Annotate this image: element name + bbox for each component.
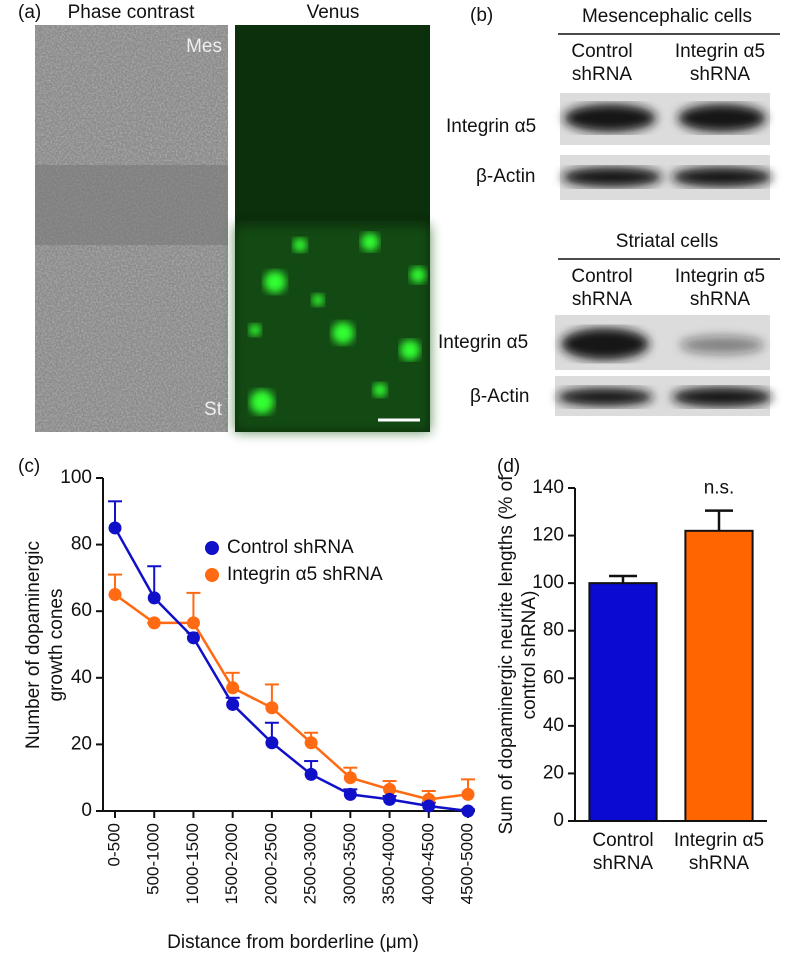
y-tick-label: 0 [81,800,92,821]
x-tick-label: 3000-3500 [340,823,359,904]
y-tick-label: 60 [71,600,92,621]
data-point [147,616,161,630]
x-tick-label: 1500-2000 [222,823,241,904]
data-point [422,799,436,813]
region-label: St [204,399,223,420]
data-point [265,701,279,715]
panel-label: (d) [497,456,520,477]
row-label: β-Actin [476,166,536,187]
panel-label: (b) [470,5,493,26]
data-point [147,591,161,605]
data-point [108,521,122,535]
image-title: Phase contrast [68,2,195,23]
data-point [461,787,475,801]
image-title: Venus [307,2,360,23]
lane-label: Integrin α5 shRNA [674,266,766,310]
y-tick-label: 20 [543,762,564,783]
legend-label: Control shRNA [227,537,354,558]
y-tick-label: 60 [543,667,564,688]
blot-bands [557,387,772,407]
panel-label: (a) [18,2,41,23]
phase-border [35,165,228,245]
x-tick-label: Control shRNA [592,830,654,874]
legend-marker [205,568,219,582]
y-tick-label: 20 [71,733,92,754]
row-label: Integrin α5 [438,332,528,353]
data-point [186,616,200,630]
group-title: Striatal cells [616,231,718,252]
data-point [461,804,475,818]
venus-signal [235,225,430,432]
group-title: Mesencephalic cells [582,6,752,27]
y-tick-label: 100 [60,467,92,488]
row-label: β-Actin [470,386,530,407]
data-point [226,697,240,711]
x-tick-label: 2000-2500 [261,823,280,904]
data-point [383,792,397,806]
blot-bands [561,328,764,360]
data-point [226,681,240,695]
x-tick-label: 4500-5000 [457,823,476,904]
annotation: n.s. [704,478,735,499]
bar [588,582,658,823]
y-axis-label: Sum of dopaminergic neurite lengths (% o… [496,475,540,835]
series-line [113,527,469,813]
y-tick-label: 80 [71,534,92,555]
y-tick-label: 0 [553,810,564,831]
lane-label: Control shRNA [571,41,633,85]
legend-label: Integrin α5 shRNA [227,564,383,585]
row-label: Integrin α5 [446,116,536,137]
data-point [108,588,122,602]
venus-top [235,25,430,215]
x-tick-label: 0-500 [104,823,123,866]
data-point [304,767,318,781]
x-tick-label: 4000-4500 [418,823,437,904]
y-axis-label: Number of dopaminergic growth cones [23,540,67,750]
data-point [343,787,357,801]
x-tick-label: 3500-4000 [379,823,398,904]
y-tick-label: 120 [532,525,564,546]
data-point [265,736,279,750]
legend-marker [205,541,219,555]
blot-bands [562,167,772,187]
y-tick-label: 40 [543,715,564,736]
bar [684,529,754,822]
panel-label: (c) [18,456,40,477]
y-tick-label: 100 [532,572,564,593]
x-tick-label: 1000-1500 [183,823,202,904]
y-tick-label: 40 [71,667,92,688]
x-tick-label: 2500-3000 [301,823,320,904]
y-tick-label: 140 [532,477,564,498]
lane-label: Integrin α5 shRNA [674,41,766,85]
lane-label: Control shRNA [571,266,633,310]
data-point [304,736,318,750]
x-tick-label: 500-1000 [144,823,163,895]
data-point [383,782,397,796]
data-point [186,631,200,645]
y-tick-label: 80 [543,620,564,641]
data-point [343,771,357,785]
x-axis-label: Distance from borderline (μm) [167,932,419,953]
x-tick-label: Integrin α5 shRNA [673,830,765,874]
region-label: Mes [186,36,222,57]
blot-bands [564,104,766,132]
series-line [114,593,469,801]
